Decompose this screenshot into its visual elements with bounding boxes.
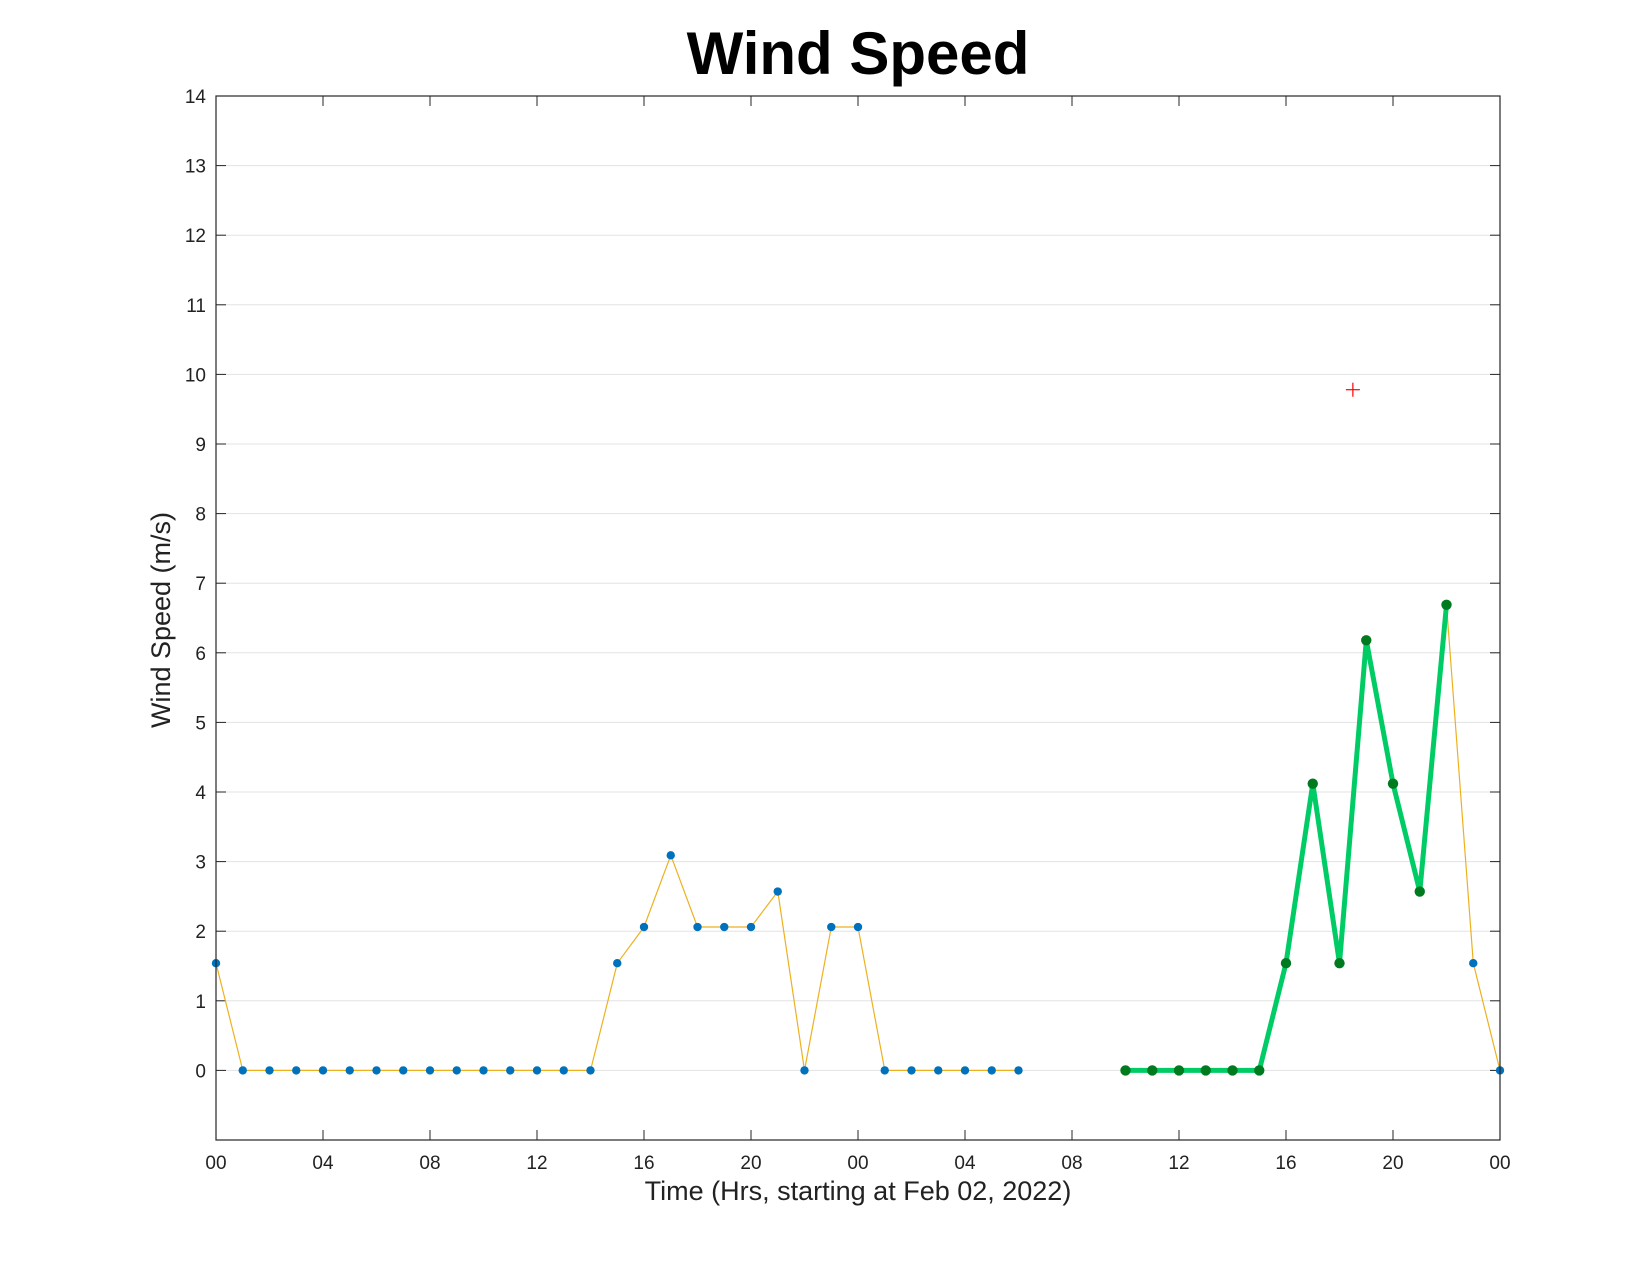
series-1-point xyxy=(345,1066,354,1075)
x-tick-label: 08 xyxy=(419,1153,440,1174)
series-1-point xyxy=(265,1066,274,1075)
series-2-point xyxy=(1200,1065,1211,1076)
series-1-point xyxy=(639,922,649,932)
y-tick-label: 13 xyxy=(185,157,206,178)
series-1-point xyxy=(292,1066,301,1075)
series-2-point xyxy=(1441,599,1452,610)
y-axis-label: Wind Speed (m/s) xyxy=(146,512,176,728)
grid-lines xyxy=(216,95,1500,1071)
series-1-point xyxy=(399,1066,408,1075)
x-axis-label: Time (Hrs, starting at Feb 02, 2022) xyxy=(645,1176,1072,1206)
series-1-point xyxy=(425,1066,435,1075)
plot-area-frame xyxy=(215,95,1501,1141)
x-tick-label: 16 xyxy=(1275,1153,1296,1174)
x-tick-label: 00 xyxy=(1489,1153,1510,1174)
series-2-point xyxy=(1387,778,1399,789)
y-tick-label: 6 xyxy=(195,644,206,665)
y-tick-label: 11 xyxy=(186,296,206,317)
series-1-point xyxy=(827,922,836,932)
series-1-point xyxy=(746,922,756,932)
series-2-point xyxy=(1147,1065,1158,1076)
x-tick-label: 20 xyxy=(740,1153,761,1174)
series-2-point xyxy=(1334,958,1345,969)
marker-layer xyxy=(211,382,1505,1076)
chart-title: Wind Speed xyxy=(687,20,1030,87)
series-1-point xyxy=(960,1066,970,1075)
series-1-point xyxy=(318,1066,328,1075)
series-1-point xyxy=(238,1066,247,1075)
series-1-point xyxy=(613,959,622,968)
y-tick-label: 12 xyxy=(185,226,206,247)
series-1-point xyxy=(1469,959,1478,968)
series-1-point xyxy=(693,922,702,932)
x-tick-label: 16 xyxy=(633,1153,654,1174)
series-2-point xyxy=(1280,958,1292,969)
series-2-point xyxy=(1227,1065,1238,1076)
y-tick-label: 9 xyxy=(195,435,206,456)
x-tick-label: 12 xyxy=(526,1153,547,1174)
series-1-point xyxy=(907,1066,916,1075)
series-1-point xyxy=(800,1066,809,1075)
series-1-point xyxy=(479,1066,488,1075)
series-1-point xyxy=(506,1066,515,1075)
x-tick-label: 20 xyxy=(1382,1153,1403,1174)
series-2-point xyxy=(1361,635,1372,646)
series-1-point xyxy=(452,1066,461,1075)
series-1-point xyxy=(1014,1066,1023,1075)
series-1-point xyxy=(934,1066,943,1075)
x-tick-label: 12 xyxy=(1168,1153,1189,1174)
series-1-point xyxy=(720,922,729,932)
axis-ticks xyxy=(215,95,1501,1140)
series-1-point xyxy=(666,851,675,860)
series-1-point xyxy=(853,922,863,932)
y-tick-label: 1 xyxy=(195,992,206,1013)
series-1-point xyxy=(880,1066,889,1075)
y-tick-label: 0 xyxy=(195,1061,206,1082)
series-1-point xyxy=(532,1066,542,1075)
x-tick-label: 00 xyxy=(847,1153,868,1174)
x-tick-label: 04 xyxy=(954,1153,976,1174)
y-tick-label: 4 xyxy=(195,783,206,804)
series-2-point xyxy=(1173,1065,1185,1076)
series-2-point xyxy=(1307,778,1318,789)
y-tick-label: 14 xyxy=(185,87,207,108)
x-tick-label: 08 xyxy=(1061,1153,1082,1174)
series-2-point xyxy=(1254,1065,1265,1076)
x-tick-labels: 00 04 08 12 16 20 00 04 08 12 16 20 00 xyxy=(205,1153,1510,1174)
series-1-point xyxy=(987,1066,996,1075)
series-2-point xyxy=(1120,1065,1131,1076)
series-1-point xyxy=(773,887,782,896)
x-tick-label: 00 xyxy=(205,1153,226,1174)
y-tick-label: 3 xyxy=(195,853,206,874)
series-1-point xyxy=(559,1066,568,1075)
series-1-point xyxy=(586,1066,595,1075)
y-tick-label: 2 xyxy=(195,922,206,943)
x-tick-label: 04 xyxy=(312,1153,334,1174)
y-tick-label: 7 xyxy=(195,574,206,595)
annotation-plus-marker xyxy=(1345,382,1360,397)
series-1-point xyxy=(372,1066,381,1075)
y-tick-label: 8 xyxy=(195,505,206,526)
y-tick-label: 5 xyxy=(195,713,206,734)
series-2-point xyxy=(1414,886,1425,897)
y-tick-label: 10 xyxy=(185,365,206,386)
